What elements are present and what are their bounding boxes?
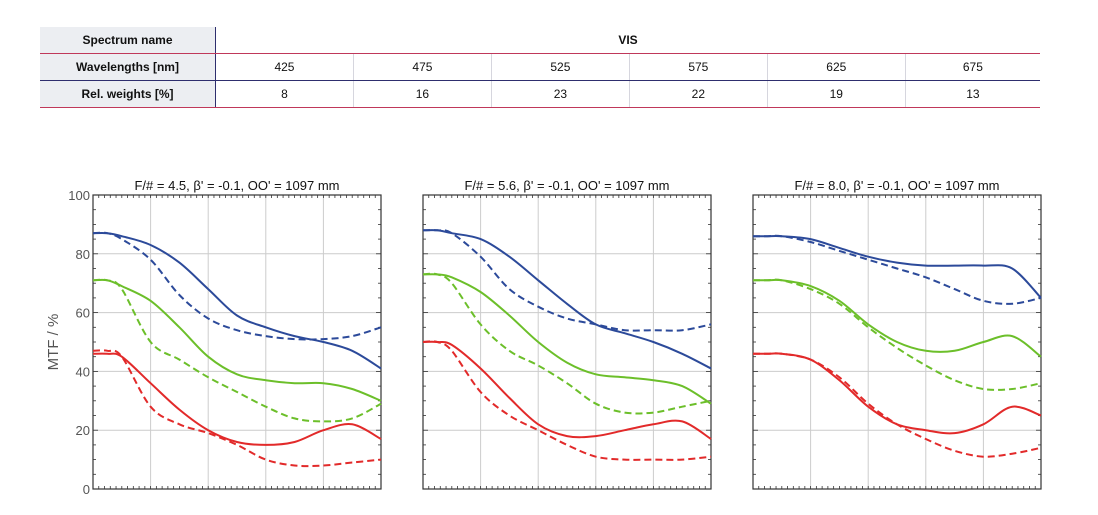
chart-title: F/# = 8.0, β' = -0.1, OO' = 1097 mm	[794, 178, 999, 193]
weight-cell: 8	[215, 80, 354, 108]
weight-cell: 23	[490, 80, 630, 108]
mtf-curve-blue-dashed	[92, 231, 382, 341]
weight-cell: 19	[766, 80, 906, 108]
y-tick-label: 60	[76, 306, 90, 321]
wavelength-cell: 475	[352, 53, 492, 81]
spectrum-name-row: Spectrum name VIS	[40, 27, 1040, 54]
mtf-curve-blue-solid	[92, 231, 382, 370]
mtf-curve-blue-solid	[753, 234, 1042, 299]
mtf-curve-green-solid	[752, 278, 1042, 358]
spectrum-table: Spectrum name VIS Wavelengths [nm] 425 4…	[40, 27, 1040, 108]
mtf-panel: F/# = 4.5, β' = -0.1, OO' = 1097 mm 0 20 40…	[45, 178, 382, 497]
spectrum-name-label: Spectrum name	[40, 27, 216, 54]
weight-cell: 16	[352, 80, 492, 108]
weights-label: Rel. weights [%]	[40, 80, 216, 108]
mtf-curve-red-solid	[422, 340, 712, 440]
mtf-curve-blue-dashed	[753, 234, 1042, 305]
mtf-curve-blue-solid	[422, 229, 712, 370]
mtf-curve-red-solid	[752, 352, 1042, 435]
chart-title: F/# = 4.5, β' = -0.1, OO' = 1097 mm	[134, 178, 339, 193]
weight-cell: 22	[628, 80, 768, 108]
mtf-curve-green-dashed	[92, 278, 382, 423]
chart-title: F/# = 5.6, β' = -0.1, OO' = 1097 mm	[464, 178, 669, 193]
mtf-panel: F/# = 5.6, β' = -0.1, OO' = 1097 mm	[422, 178, 712, 490]
y-tick-label: 0	[83, 482, 90, 497]
mtf-curve-red-dashed	[422, 340, 712, 461]
y-tick-label: 80	[76, 247, 90, 262]
mtf-curve-red-solid	[92, 352, 382, 446]
mtf-panel: F/# = 8.0, β' = -0.1, OO' = 1097 mm	[752, 178, 1042, 490]
wavelength-cell: 425	[215, 53, 354, 81]
spectrum-name-value: VIS	[215, 27, 1040, 54]
mtf-curve-red-dashed	[92, 349, 382, 468]
plot-frame	[752, 194, 1042, 490]
y-axis-label: MTF / %	[45, 314, 62, 371]
wavelength-cell: 625	[766, 53, 906, 81]
wavelengths-label: Wavelengths [nm]	[40, 53, 216, 81]
mtf-curve-green-dashed	[752, 278, 1042, 391]
wavelengths-row: Wavelengths [nm] 425 475 525 575 625 675	[40, 53, 1040, 81]
mtf-curve-green-dashed	[422, 272, 712, 415]
y-tick-label: 20	[76, 423, 90, 438]
wavelength-cell: 575	[628, 53, 768, 81]
wavelength-cell: 675	[904, 53, 1040, 81]
mtf-curve-blue-dashed	[422, 229, 712, 332]
wavelength-cell: 525	[490, 53, 630, 81]
y-tick-label: 40	[76, 364, 90, 379]
plot-frame	[422, 194, 712, 490]
mtf-curve-red-dashed	[752, 352, 1042, 458]
weights-row: Rel. weights [%] 8 16 23 22 19 13	[40, 80, 1040, 108]
mtf-curve-green-solid	[422, 273, 712, 405]
weight-cell: 13	[904, 80, 1040, 108]
y-tick-label: 100	[68, 188, 90, 203]
plot-frame	[92, 194, 382, 490]
